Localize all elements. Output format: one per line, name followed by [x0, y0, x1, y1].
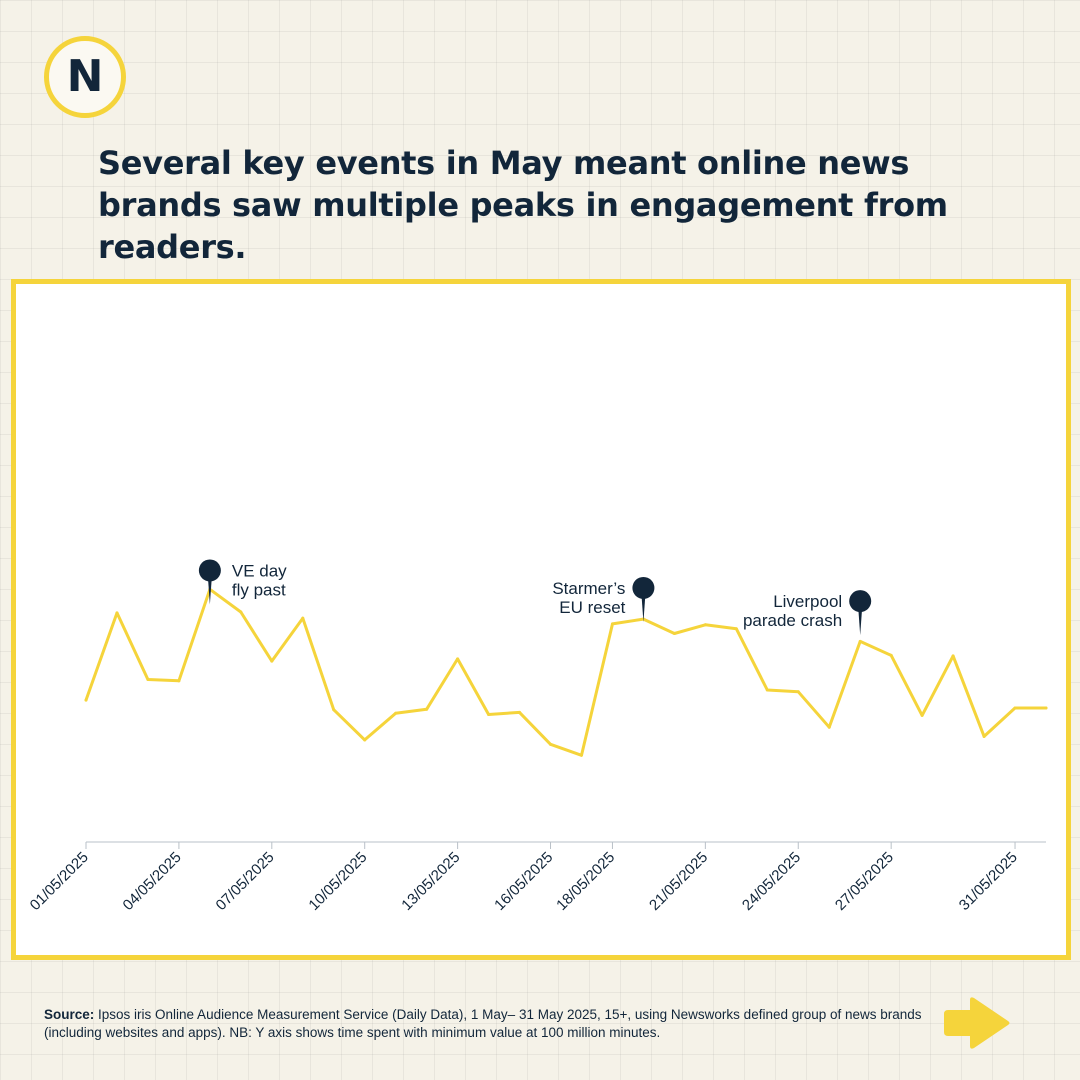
data-point — [765, 688, 769, 692]
pin-icon — [849, 590, 872, 613]
data-point — [920, 713, 924, 717]
headline: Several key events in May meant online n… — [98, 144, 948, 266]
data-point — [796, 690, 800, 694]
data-point — [703, 623, 707, 627]
pin-icon — [198, 559, 221, 582]
pin-icon — [632, 576, 655, 599]
annotation-label: Liverpool — [773, 592, 842, 611]
x-tick-label: 21/05/2025 — [646, 849, 711, 914]
data-point — [332, 708, 336, 712]
data-point — [146, 678, 150, 682]
data-point — [672, 632, 676, 636]
logo-letter: N — [66, 51, 104, 102]
data-point — [487, 713, 491, 717]
data-point — [84, 698, 88, 702]
x-tick-label: 07/05/2025 — [213, 849, 278, 914]
data-point — [177, 679, 181, 683]
data-point — [734, 627, 738, 631]
data-point — [579, 753, 583, 757]
annotation-label: Starmer’s — [552, 579, 625, 598]
x-tick-label: 01/05/2025 — [27, 849, 92, 914]
pin-needle — [858, 607, 863, 636]
data-point — [889, 653, 893, 657]
data-point — [1044, 706, 1048, 710]
data-point — [951, 654, 955, 658]
pin-needle — [641, 593, 646, 622]
chart-card: 01/05/2025 04/05/2025 07/05/2025 10/05/2025… — [11, 279, 1071, 960]
data-point — [456, 657, 460, 661]
source-note: Source: Ipsos iris Online Audience Measu… — [44, 1006, 924, 1042]
arrow-right-icon[interactable] — [944, 994, 1012, 1052]
data-point — [858, 639, 862, 643]
x-tick-label: 13/05/2025 — [398, 849, 463, 914]
source-label: Source: — [44, 1007, 95, 1022]
data-point — [1013, 706, 1017, 710]
data-point — [301, 616, 305, 620]
x-tick-label: 16/05/2025 — [491, 849, 556, 914]
data-point — [610, 622, 614, 626]
data-point — [518, 710, 522, 714]
x-tick-label: 27/05/2025 — [832, 849, 897, 914]
data-point — [115, 611, 119, 615]
source-text: Ipsos iris Online Audience Measurement S… — [44, 1007, 922, 1040]
data-point — [982, 734, 986, 738]
x-tick-label: 04/05/2025 — [120, 849, 185, 914]
series-line — [84, 587, 1048, 757]
data-point — [549, 742, 553, 746]
x-tick-label: 24/05/2025 — [739, 849, 804, 914]
x-tick-label: 18/05/2025 — [553, 849, 618, 914]
data-point — [363, 738, 367, 742]
annotation-label: VE day — [232, 561, 287, 580]
line-chart: 01/05/2025 04/05/2025 07/05/2025 10/05/2025… — [27, 559, 1048, 914]
data-point — [425, 707, 429, 711]
annotation-label: fly past — [232, 580, 286, 599]
data-point — [270, 659, 274, 663]
pin-needle — [207, 576, 212, 605]
x-tick-label: 31/05/2025 — [956, 849, 1021, 914]
data-point — [239, 610, 243, 614]
annotation-label: EU reset — [559, 598, 625, 617]
data-point — [827, 725, 831, 729]
newsworks-logo: N — [44, 36, 126, 118]
x-tick-label: 10/05/2025 — [305, 849, 370, 914]
data-point — [394, 711, 398, 715]
annotation-label: parade crash — [743, 611, 842, 630]
